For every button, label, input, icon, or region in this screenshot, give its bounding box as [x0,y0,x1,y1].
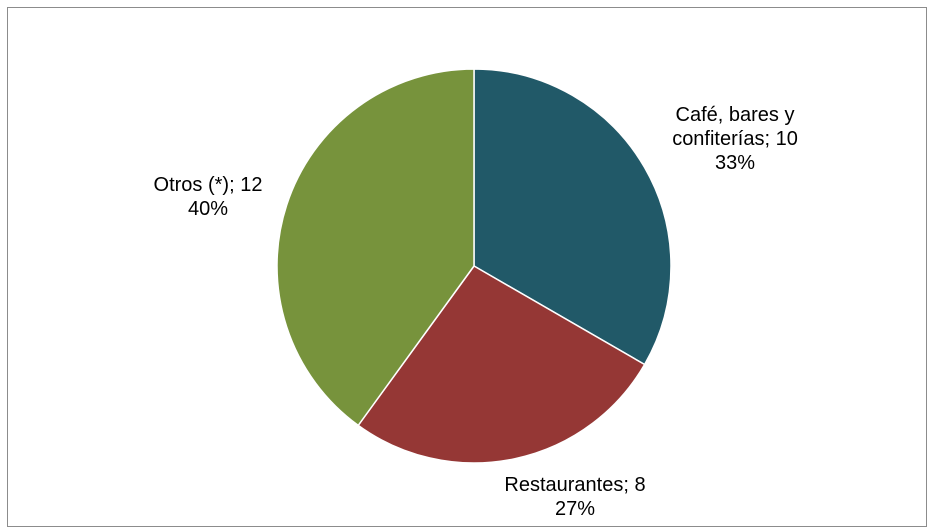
pie-slice-label-line: Café, bares y [676,104,795,126]
pie-slice-2 [276,68,475,427]
pie-slice-0 [473,68,672,366]
pie-slices [276,68,672,464]
pie-slice-label-line: Otros (*); 12 [154,174,263,196]
pie-slice-1 [357,265,646,464]
pie-slice-label-2: Otros (*); 12 40% [154,174,263,220]
pie-slice-percent: 40% [188,198,228,220]
pie-slice-label-0: Café, bares y confiterías; 10 33% [672,104,798,174]
pie-slice-label-1: Restaurantes; 8 27% [504,474,645,517]
pie-slice-label-line: confiterías; 10 [672,128,798,150]
pie-slice-percent: 33% [715,152,755,174]
pie-slice-percent: 27% [555,498,595,517]
pie-slice-label-line: Restaurantes; 8 [504,474,645,496]
pie-labels: Café, bares y confiterías; 10 33% Restauran… [154,104,798,517]
